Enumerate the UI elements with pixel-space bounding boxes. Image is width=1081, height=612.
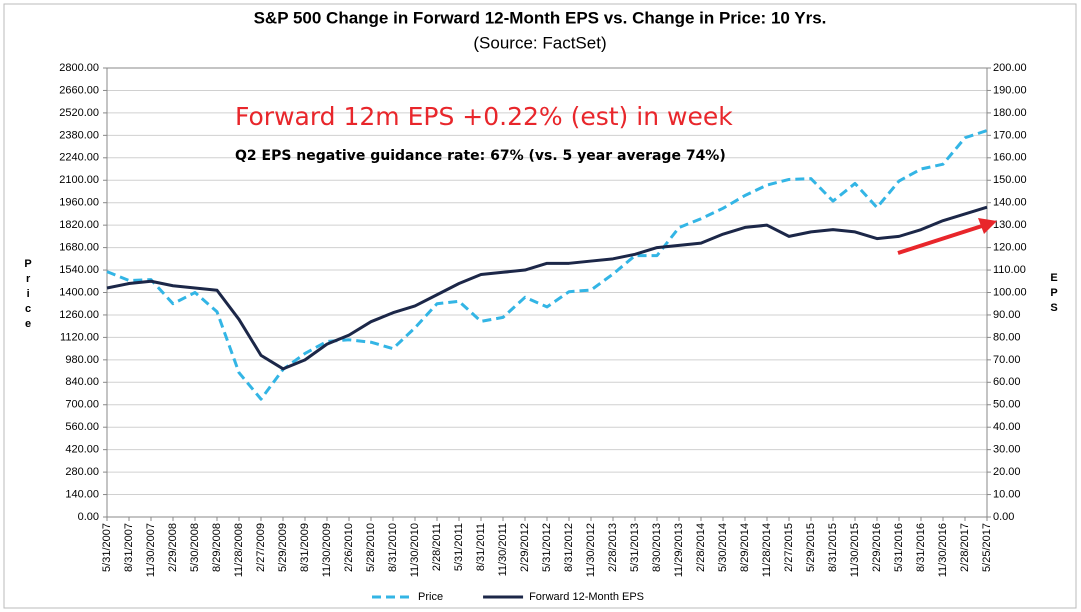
y2-tick-label: 10.00 xyxy=(993,488,1021,500)
x-tick-label: 5/30/2014 xyxy=(717,523,729,572)
y2-axis-label: EPS xyxy=(1048,272,1060,317)
x-tick-label: 2/27/2009 xyxy=(255,523,267,572)
x-tick-label: 11/30/2016 xyxy=(937,523,949,577)
x-tick-label: 2/28/2011 xyxy=(431,523,443,571)
x-tick-label: 5/29/2015 xyxy=(805,523,817,572)
y2-tick-label: 100.00 xyxy=(993,286,1027,298)
y2-tick-label: 140.00 xyxy=(993,197,1027,209)
x-tick-label: 2/26/2010 xyxy=(343,523,355,572)
y2-tick-label: 190.00 xyxy=(993,84,1027,96)
y-tick-label: 0.00 xyxy=(78,511,99,523)
y-tick-label: 700.00 xyxy=(65,399,99,411)
x-tick-label: 11/30/2010 xyxy=(409,523,421,577)
x-tick-label: 11/30/2007 xyxy=(145,523,157,577)
y2-tick-label: 170.00 xyxy=(993,129,1027,141)
x-tick-label: 8/31/2012 xyxy=(563,523,575,572)
x-tick-label: 11/28/2014 xyxy=(761,523,773,577)
y-tick-label: 420.00 xyxy=(65,444,99,456)
x-tick-label: 8/31/2010 xyxy=(387,523,399,572)
y-tick-label: 2800.00 xyxy=(59,62,99,74)
y-tick-label: 2380.00 xyxy=(59,129,99,141)
x-tick-label: 11/30/2015 xyxy=(849,523,861,577)
y2-tick-label: 200.00 xyxy=(993,62,1027,74)
x-tick-label: 8/31/2007 xyxy=(123,523,135,572)
x-tick-label: 2/29/2016 xyxy=(871,523,883,572)
x-tick-label: 2/28/2013 xyxy=(607,523,619,572)
chart-subtitle: (Source: FactSet) xyxy=(473,33,606,52)
annotation: Forward 12m EPS +0.22% (est) in week xyxy=(235,102,733,131)
y2-tick-label: 20.00 xyxy=(993,466,1021,478)
x-tick-label: 5/31/2012 xyxy=(541,523,553,572)
y2-tick-label: 50.00 xyxy=(993,399,1021,411)
plot-area: 0.00 140.00 280.00 420.00 560.00 700.00 840.00… xyxy=(59,62,1026,577)
annotation: Q2 EPS negative guidance rate: 67% (vs. … xyxy=(235,148,726,164)
y2-tick-label: 90.00 xyxy=(993,309,1021,321)
x-tick-label: 11/28/2008 xyxy=(233,523,245,577)
legend: Price Forward 12-Month EPS xyxy=(372,591,644,603)
x-tick-label: 2/28/2014 xyxy=(695,523,707,572)
x-tick-label: 8/29/2014 xyxy=(739,523,751,572)
line-series xyxy=(106,205,988,371)
x-tick-label: 2/29/2008 xyxy=(167,523,179,572)
y2-tick-label: 160.00 xyxy=(993,152,1027,164)
y2-tick-label: 40.00 xyxy=(993,421,1021,433)
x-tick-label: 8/29/2008 xyxy=(211,523,223,572)
x-tick-label: 11/29/2013 xyxy=(673,523,685,577)
y-tick-label: 1960.00 xyxy=(59,197,99,209)
y-tick-label: 1820.00 xyxy=(59,219,99,231)
x-tick-label: 5/31/2016 xyxy=(893,523,905,572)
y-axis-label: Price xyxy=(22,258,34,333)
line-series xyxy=(106,129,988,401)
x-tick-label: 11/30/2012 xyxy=(585,523,597,577)
y2-tick-label: 70.00 xyxy=(993,354,1021,366)
x-tick-label: 8/31/2011 xyxy=(475,523,487,571)
x-tick-label: 5/25/2017 xyxy=(981,523,993,572)
arrow xyxy=(897,218,997,255)
y2-tick-label: 80.00 xyxy=(993,331,1021,343)
x-tick-label: 11/30/2011 xyxy=(497,523,509,576)
y-tick-label: 140.00 xyxy=(65,488,99,500)
y-tick-label: 2100.00 xyxy=(59,174,99,186)
y-tick-label: 840.00 xyxy=(65,376,99,388)
y-tick-label: 1260.00 xyxy=(59,309,99,321)
x-tick-label: 2/28/2017 xyxy=(959,523,971,572)
x-tick-label: 11/30/2009 xyxy=(321,523,333,577)
y2-tick-label: 150.00 xyxy=(993,174,1027,186)
y2-tick-label: 130.00 xyxy=(993,219,1027,231)
x-tick-label: 5/29/2009 xyxy=(277,523,289,572)
y-tick-label: 2240.00 xyxy=(59,152,99,164)
y-tick-label: 2520.00 xyxy=(59,107,99,119)
y-tick-label: 2660.00 xyxy=(59,84,99,96)
x-tick-label: 5/31/2013 xyxy=(629,523,641,572)
legend-label: Forward 12-Month EPS xyxy=(529,591,644,603)
x-tick-label: 2/29/2012 xyxy=(519,523,531,572)
y-tick-label: 1680.00 xyxy=(59,242,99,254)
x-tick-label: 2/27/2015 xyxy=(783,523,795,572)
y-tick-label: 980.00 xyxy=(65,354,99,366)
chart-title: S&P 500 Change in Forward 12-Month EPS v… xyxy=(254,8,827,27)
x-tick-label: 5/30/2008 xyxy=(189,523,201,572)
x-tick-label: 8/31/2015 xyxy=(827,523,839,572)
y2-tick-label: 120.00 xyxy=(993,242,1027,254)
frame xyxy=(3,3,1077,609)
x-tick-label: 5/31/2011 xyxy=(453,523,465,571)
x-tick-label: 8/31/2016 xyxy=(915,523,927,572)
y-tick-label: 280.00 xyxy=(65,466,99,478)
y2-tick-label: 0.00 xyxy=(993,511,1014,523)
x-tick-label: 5/31/2007 xyxy=(101,523,113,572)
x-tick-label: 5/28/2010 xyxy=(365,523,377,572)
x-tick-label: 8/31/2009 xyxy=(299,523,311,572)
y-tick-label: 560.00 xyxy=(65,421,99,433)
y-tick-label: 1120.00 xyxy=(60,331,99,343)
legend-label: Price xyxy=(418,591,443,603)
y2-tick-label: 30.00 xyxy=(993,444,1021,456)
x-tick-label: 8/30/2013 xyxy=(651,523,663,572)
y2-tick-label: 60.00 xyxy=(993,376,1021,388)
y-tick-label: 1400.00 xyxy=(59,286,99,298)
y2-tick-label: 180.00 xyxy=(993,107,1027,119)
y2-tick-label: 110.00 xyxy=(993,264,1026,276)
y-tick-label: 1540.00 xyxy=(59,264,99,276)
